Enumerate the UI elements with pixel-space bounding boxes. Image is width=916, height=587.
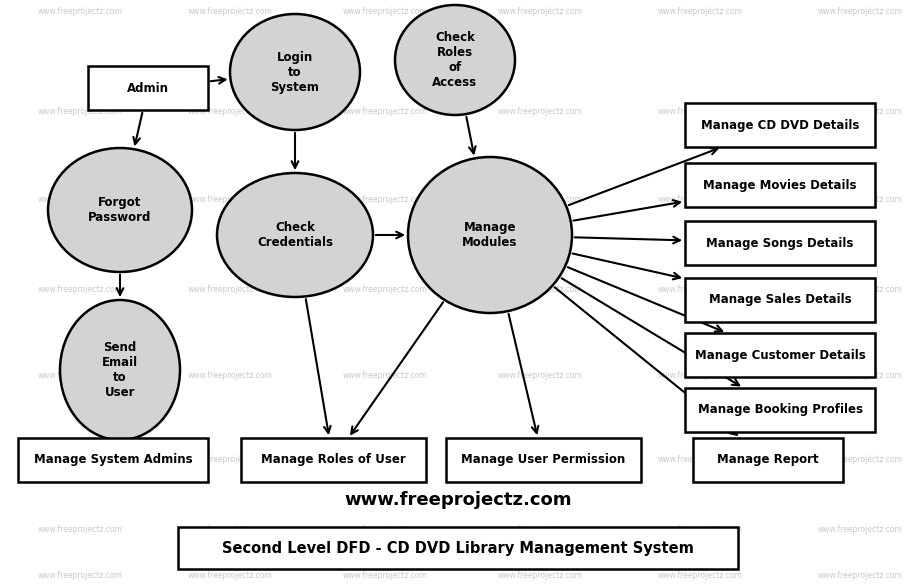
Bar xyxy=(685,163,875,207)
Text: www.freeprojectz.com: www.freeprojectz.com xyxy=(343,370,428,380)
Text: www.freeprojectz.com: www.freeprojectz.com xyxy=(658,456,743,464)
Bar xyxy=(693,438,843,482)
Text: Manage User Permission: Manage User Permission xyxy=(461,454,625,467)
Text: Send
Email
to
User: Send Email to User xyxy=(102,341,138,399)
Text: www.freeprojectz.com: www.freeprojectz.com xyxy=(188,285,272,295)
Text: www.freeprojectz.com: www.freeprojectz.com xyxy=(497,456,583,464)
Text: www.freeprojectz.com: www.freeprojectz.com xyxy=(818,525,902,535)
Text: www.freeprojectz.com: www.freeprojectz.com xyxy=(343,107,428,116)
Text: www.freeprojectz.com: www.freeprojectz.com xyxy=(818,285,902,295)
Bar xyxy=(685,221,875,265)
Text: www.freeprojectz.com: www.freeprojectz.com xyxy=(38,370,123,380)
Text: www.freeprojectz.com: www.freeprojectz.com xyxy=(818,571,902,579)
Text: Manage Songs Details: Manage Songs Details xyxy=(706,237,854,249)
Ellipse shape xyxy=(217,173,373,297)
Bar xyxy=(685,103,875,147)
Text: www.freeprojectz.com: www.freeprojectz.com xyxy=(658,195,743,204)
Text: www.freeprojectz.com: www.freeprojectz.com xyxy=(658,107,743,116)
Text: www.freeprojectz.com: www.freeprojectz.com xyxy=(188,370,272,380)
Text: www.freeprojectz.com: www.freeprojectz.com xyxy=(343,571,428,579)
Text: www.freeprojectz.com: www.freeprojectz.com xyxy=(658,370,743,380)
Ellipse shape xyxy=(60,300,180,440)
Text: www.freeprojectz.com: www.freeprojectz.com xyxy=(658,285,743,295)
Bar xyxy=(88,66,208,110)
Text: Manage CD DVD Details: Manage CD DVD Details xyxy=(701,119,859,131)
Text: www.freeprojectz.com: www.freeprojectz.com xyxy=(818,370,902,380)
Text: Manage Sales Details: Manage Sales Details xyxy=(709,294,851,306)
Text: www.freeprojectz.com: www.freeprojectz.com xyxy=(38,525,123,535)
Ellipse shape xyxy=(48,148,192,272)
Bar xyxy=(241,438,426,482)
Text: www.freeprojectz.com: www.freeprojectz.com xyxy=(188,456,272,464)
Text: www.freeprojectz.com: www.freeprojectz.com xyxy=(38,571,123,579)
Text: Manage Booking Profiles: Manage Booking Profiles xyxy=(697,403,863,417)
Text: www.freeprojectz.com: www.freeprojectz.com xyxy=(343,525,428,535)
Text: www.freeprojectz.com: www.freeprojectz.com xyxy=(497,8,583,16)
Bar xyxy=(178,527,738,569)
Text: Check
Credentials: Check Credentials xyxy=(257,221,333,249)
Text: www.freeprojectz.com: www.freeprojectz.com xyxy=(497,525,583,535)
Ellipse shape xyxy=(408,157,572,313)
Text: www.freeprojectz.com: www.freeprojectz.com xyxy=(343,285,428,295)
Text: Check
Roles
of
Access: Check Roles of Access xyxy=(432,31,477,89)
Text: www.freeprojectz.com: www.freeprojectz.com xyxy=(188,8,272,16)
Text: www.freeprojectz.com: www.freeprojectz.com xyxy=(344,491,572,509)
Text: www.freeprojectz.com: www.freeprojectz.com xyxy=(188,571,272,579)
Text: www.freeprojectz.com: www.freeprojectz.com xyxy=(188,195,272,204)
Bar xyxy=(685,333,875,377)
Bar xyxy=(445,438,640,482)
Text: www.freeprojectz.com: www.freeprojectz.com xyxy=(343,8,428,16)
Bar xyxy=(685,278,875,322)
Text: www.freeprojectz.com: www.freeprojectz.com xyxy=(818,107,902,116)
Bar xyxy=(685,388,875,432)
Text: www.freeprojectz.com: www.freeprojectz.com xyxy=(38,195,123,204)
Text: Forgot
Password: Forgot Password xyxy=(88,196,152,224)
Text: Admin: Admin xyxy=(127,82,169,95)
Text: www.freeprojectz.com: www.freeprojectz.com xyxy=(497,195,583,204)
Text: www.freeprojectz.com: www.freeprojectz.com xyxy=(38,8,123,16)
Text: Manage Customer Details: Manage Customer Details xyxy=(694,349,866,362)
Text: www.freeprojectz.com: www.freeprojectz.com xyxy=(658,525,743,535)
Text: www.freeprojectz.com: www.freeprojectz.com xyxy=(658,571,743,579)
Text: www.freeprojectz.com: www.freeprojectz.com xyxy=(497,285,583,295)
Text: www.freeprojectz.com: www.freeprojectz.com xyxy=(38,285,123,295)
Text: www.freeprojectz.com: www.freeprojectz.com xyxy=(343,456,428,464)
Text: Login
to
System: Login to System xyxy=(270,50,320,93)
Text: www.freeprojectz.com: www.freeprojectz.com xyxy=(818,456,902,464)
Text: Manage Roles of User: Manage Roles of User xyxy=(261,454,406,467)
Text: Second Level DFD - CD DVD Library Management System: Second Level DFD - CD DVD Library Manage… xyxy=(222,541,694,555)
Text: www.freeprojectz.com: www.freeprojectz.com xyxy=(188,525,272,535)
Bar xyxy=(18,438,208,482)
Text: www.freeprojectz.com: www.freeprojectz.com xyxy=(497,571,583,579)
Text: Manage Report: Manage Report xyxy=(717,454,819,467)
Text: www.freeprojectz.com: www.freeprojectz.com xyxy=(658,8,743,16)
Text: Manage
Modules: Manage Modules xyxy=(463,221,518,249)
Text: www.freeprojectz.com: www.freeprojectz.com xyxy=(38,456,123,464)
Text: www.freeprojectz.com: www.freeprojectz.com xyxy=(818,195,902,204)
Text: www.freeprojectz.com: www.freeprojectz.com xyxy=(497,370,583,380)
Text: www.freeprojectz.com: www.freeprojectz.com xyxy=(38,107,123,116)
Text: www.freeprojectz.com: www.freeprojectz.com xyxy=(188,107,272,116)
Text: Manage System Admins: Manage System Admins xyxy=(34,454,192,467)
Text: www.freeprojectz.com: www.freeprojectz.com xyxy=(497,107,583,116)
Text: www.freeprojectz.com: www.freeprojectz.com xyxy=(818,8,902,16)
Text: www.freeprojectz.com: www.freeprojectz.com xyxy=(343,195,428,204)
Ellipse shape xyxy=(395,5,515,115)
Ellipse shape xyxy=(230,14,360,130)
Text: Manage Movies Details: Manage Movies Details xyxy=(703,178,856,191)
